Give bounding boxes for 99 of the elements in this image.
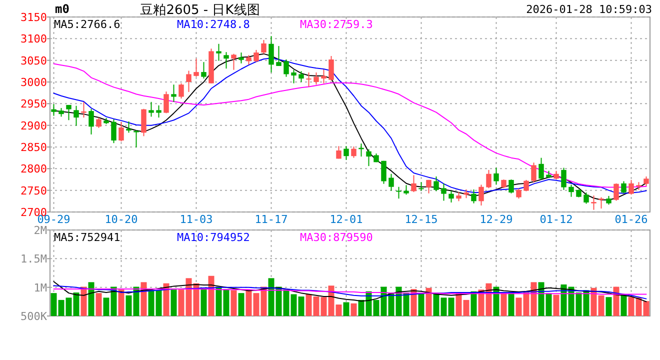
x-tick-label: 10-20 <box>104 213 138 226</box>
candlestick <box>336 146 342 160</box>
candlestick <box>246 54 252 66</box>
y-tick-label: 3100 <box>20 32 47 46</box>
candlestick <box>178 82 184 99</box>
candlestick <box>81 101 86 118</box>
candlestick <box>388 173 394 192</box>
y-tick-label: 3050 <box>20 54 47 68</box>
candlestick <box>268 36 274 73</box>
candlestick <box>51 104 56 116</box>
line-series <box>53 281 647 302</box>
candlestick <box>396 186 402 200</box>
text: 2026-01-28 10:59:03 <box>526 3 652 16</box>
candlestick <box>224 52 229 70</box>
candlestick <box>88 108 94 135</box>
candlestick <box>344 146 349 160</box>
candlestick <box>426 179 432 194</box>
candlestick <box>141 108 146 137</box>
candlestick <box>351 146 356 158</box>
candlestick <box>508 179 514 194</box>
candlestick <box>194 58 199 78</box>
candlestick <box>238 52 244 64</box>
y-tick-label: 2M <box>34 224 48 237</box>
y-tick-label: 3150 <box>20 11 47 24</box>
candlestick <box>66 104 72 121</box>
x-tick-label: 01-12 <box>540 213 573 226</box>
candlestick <box>644 176 649 186</box>
candlestick <box>171 84 176 102</box>
y-tick-label: 1M <box>34 281 48 294</box>
candlestick <box>284 58 289 78</box>
candlestick <box>471 188 476 204</box>
candlestick <box>134 130 139 148</box>
candlestick <box>298 70 304 82</box>
candlestick <box>186 70 192 92</box>
candlestick <box>231 53 236 70</box>
candlestick <box>584 192 589 204</box>
candlestick <box>126 120 132 134</box>
y-tick-label: 3000 <box>20 76 47 89</box>
candlestick <box>538 157 544 180</box>
text: MA5:2766.6 <box>54 18 120 31</box>
candlestick <box>434 176 439 192</box>
candlestick <box>118 121 124 142</box>
candlestick <box>74 105 79 126</box>
y-tick-label: 2900 <box>20 119 47 132</box>
text: MA10:794952 <box>177 231 250 244</box>
chart-title: 豆粕2605 - 日K线图 <box>140 3 260 18</box>
candlestick <box>366 148 372 167</box>
y-tick-label: 1.5M <box>20 252 48 266</box>
candlestick <box>456 192 462 202</box>
candlestick <box>111 118 116 144</box>
candlestick <box>478 184 484 206</box>
y-tick-label: 2950 <box>20 98 47 111</box>
candlestick <box>448 190 454 203</box>
candlestick <box>328 56 334 82</box>
candlestick <box>96 117 102 128</box>
y-tick-label: 2800 <box>20 162 47 176</box>
candlestick <box>561 167 566 190</box>
candlestick <box>591 195 596 210</box>
y-tick-label: 2750 <box>20 184 47 198</box>
x-tick-label: 01-26 <box>614 213 648 226</box>
y-tick-label: 500K <box>20 310 48 323</box>
candlestick <box>531 162 536 184</box>
x-tick-label: 12-01 <box>330 213 363 226</box>
text: MA30:2759.3 <box>300 18 373 31</box>
line-series <box>53 285 647 300</box>
candlestick <box>568 184 574 198</box>
candlestick <box>254 49 259 63</box>
y-tick-label: 2850 <box>20 141 47 154</box>
candlestick <box>381 160 386 184</box>
candlestick <box>486 169 492 189</box>
text: MA30:879590 <box>300 231 373 244</box>
candlestick <box>291 69 296 84</box>
x-tick-label: 12-15 <box>404 213 438 226</box>
candlestick <box>598 196 604 210</box>
text: MA5:752941 <box>54 231 120 244</box>
candlestick <box>441 182 446 202</box>
text: MA10:2748.8 <box>177 18 250 31</box>
x-tick-label: 12-29 <box>480 213 513 226</box>
candlestick <box>216 43 222 62</box>
candlestick <box>621 180 626 194</box>
candlestick <box>628 179 634 196</box>
candlestick <box>201 62 206 80</box>
candlestick <box>404 184 409 196</box>
candlestick <box>306 72 312 88</box>
candlestick <box>261 39 266 54</box>
candlestick <box>314 72 319 86</box>
candlestick <box>156 104 162 118</box>
candlestick <box>276 46 282 66</box>
x-tick-label: 11-17 <box>254 213 288 226</box>
candlestick <box>148 101 154 118</box>
candlestick <box>516 188 522 200</box>
text: m0 <box>55 2 70 16</box>
candlestick <box>411 174 416 193</box>
candlestick <box>164 91 169 114</box>
x-tick-label: 11-03 <box>180 213 213 226</box>
candlestick <box>418 182 424 192</box>
candlestick <box>494 167 499 186</box>
candlestick <box>614 182 619 202</box>
candlestick <box>321 68 326 84</box>
